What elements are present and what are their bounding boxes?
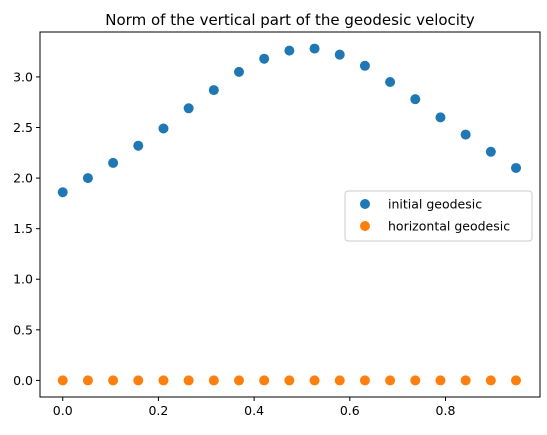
initial-geodesic-point: [82, 173, 93, 184]
initial-geodesic-point: [133, 140, 144, 151]
horizontal-geodesic-point: [359, 375, 370, 386]
chart-title: Norm of the vertical part of the geodesi…: [105, 11, 475, 29]
x-tick-label: 0.6: [340, 403, 360, 418]
initial-geodesic-point: [158, 123, 169, 134]
horizontal-geodesic-point: [334, 375, 345, 386]
x-tick-label: 0.4: [244, 403, 264, 418]
y-tick-label: 0.5: [13, 322, 33, 337]
horizontal-geodesic-point: [158, 375, 169, 386]
legend-marker-horizontal-geodesic: [360, 221, 370, 231]
initial-geodesic-point: [359, 60, 370, 71]
horizontal-geodesic-point: [108, 375, 119, 386]
initial-geodesic-point: [334, 49, 345, 60]
horizontal-geodesic-point: [511, 375, 522, 386]
legend-box: [344, 190, 533, 242]
initial-geodesic-point: [183, 103, 194, 114]
initial-geodesic-point: [511, 162, 522, 173]
horizontal-geodesic-point: [133, 375, 144, 386]
horizontal-geodesic-point: [284, 375, 295, 386]
y-tick-label: 1.0: [13, 272, 33, 287]
horizontal-geodesic-point: [208, 375, 219, 386]
horizontal-geodesic-point: [410, 375, 421, 386]
y-tick-label: 1.5: [13, 221, 33, 236]
initial-geodesic-point: [284, 45, 295, 56]
initial-geodesic-point: [108, 157, 119, 168]
horizontal-geodesic-point: [435, 375, 446, 386]
legend-marker-initial-geodesic: [360, 199, 370, 209]
initial-geodesic-point: [309, 43, 320, 54]
y-tick-label: 0.0: [13, 373, 33, 388]
x-axis: 0.0 0.2 0.4 0.6 0.8: [53, 397, 456, 418]
initial-geodesic-point: [485, 146, 496, 157]
initial-geodesic-point: [208, 85, 219, 96]
initial-geodesic-point: [57, 187, 68, 198]
initial-geodesic-point: [460, 129, 471, 140]
y-axis: 0.0 0.5 1.0 1.5 2.0 2.5 3.0: [13, 69, 40, 388]
y-tick-label: 3.0: [13, 69, 33, 84]
initial-geodesic-point: [410, 94, 421, 105]
horizontal-geodesic-point: [183, 375, 194, 386]
horizontal-geodesic-point: [309, 375, 320, 386]
horizontal-geodesic-point: [460, 375, 471, 386]
initial-geodesic-point: [385, 76, 396, 87]
y-tick-label: 2.5: [13, 120, 33, 135]
initial-geodesic-point: [234, 66, 245, 77]
x-tick-label: 0.0: [53, 403, 73, 418]
horizontal-geodesic-point: [385, 375, 396, 386]
x-tick-label: 0.8: [436, 403, 456, 418]
initial-geodesic-point: [259, 53, 270, 64]
y-tick-label: 2.0: [13, 171, 33, 186]
plot-area: [39, 31, 541, 398]
legend-label-horizontal-geodesic: horizontal geodesic: [388, 219, 510, 234]
horizontal-geodesic-point: [82, 375, 93, 386]
x-tick-label: 0.2: [148, 403, 168, 418]
legend: initial geodesic horizontal geodesic: [344, 190, 533, 242]
horizontal-geodesic-point: [57, 375, 68, 386]
horizontal-geodesic-point: [234, 375, 245, 386]
legend-label-initial-geodesic: initial geodesic: [388, 197, 482, 212]
horizontal-geodesic-point: [259, 375, 270, 386]
initial-geodesic-point: [435, 112, 446, 123]
horizontal-geodesic-point: [485, 375, 496, 386]
data-points: [57, 43, 522, 386]
